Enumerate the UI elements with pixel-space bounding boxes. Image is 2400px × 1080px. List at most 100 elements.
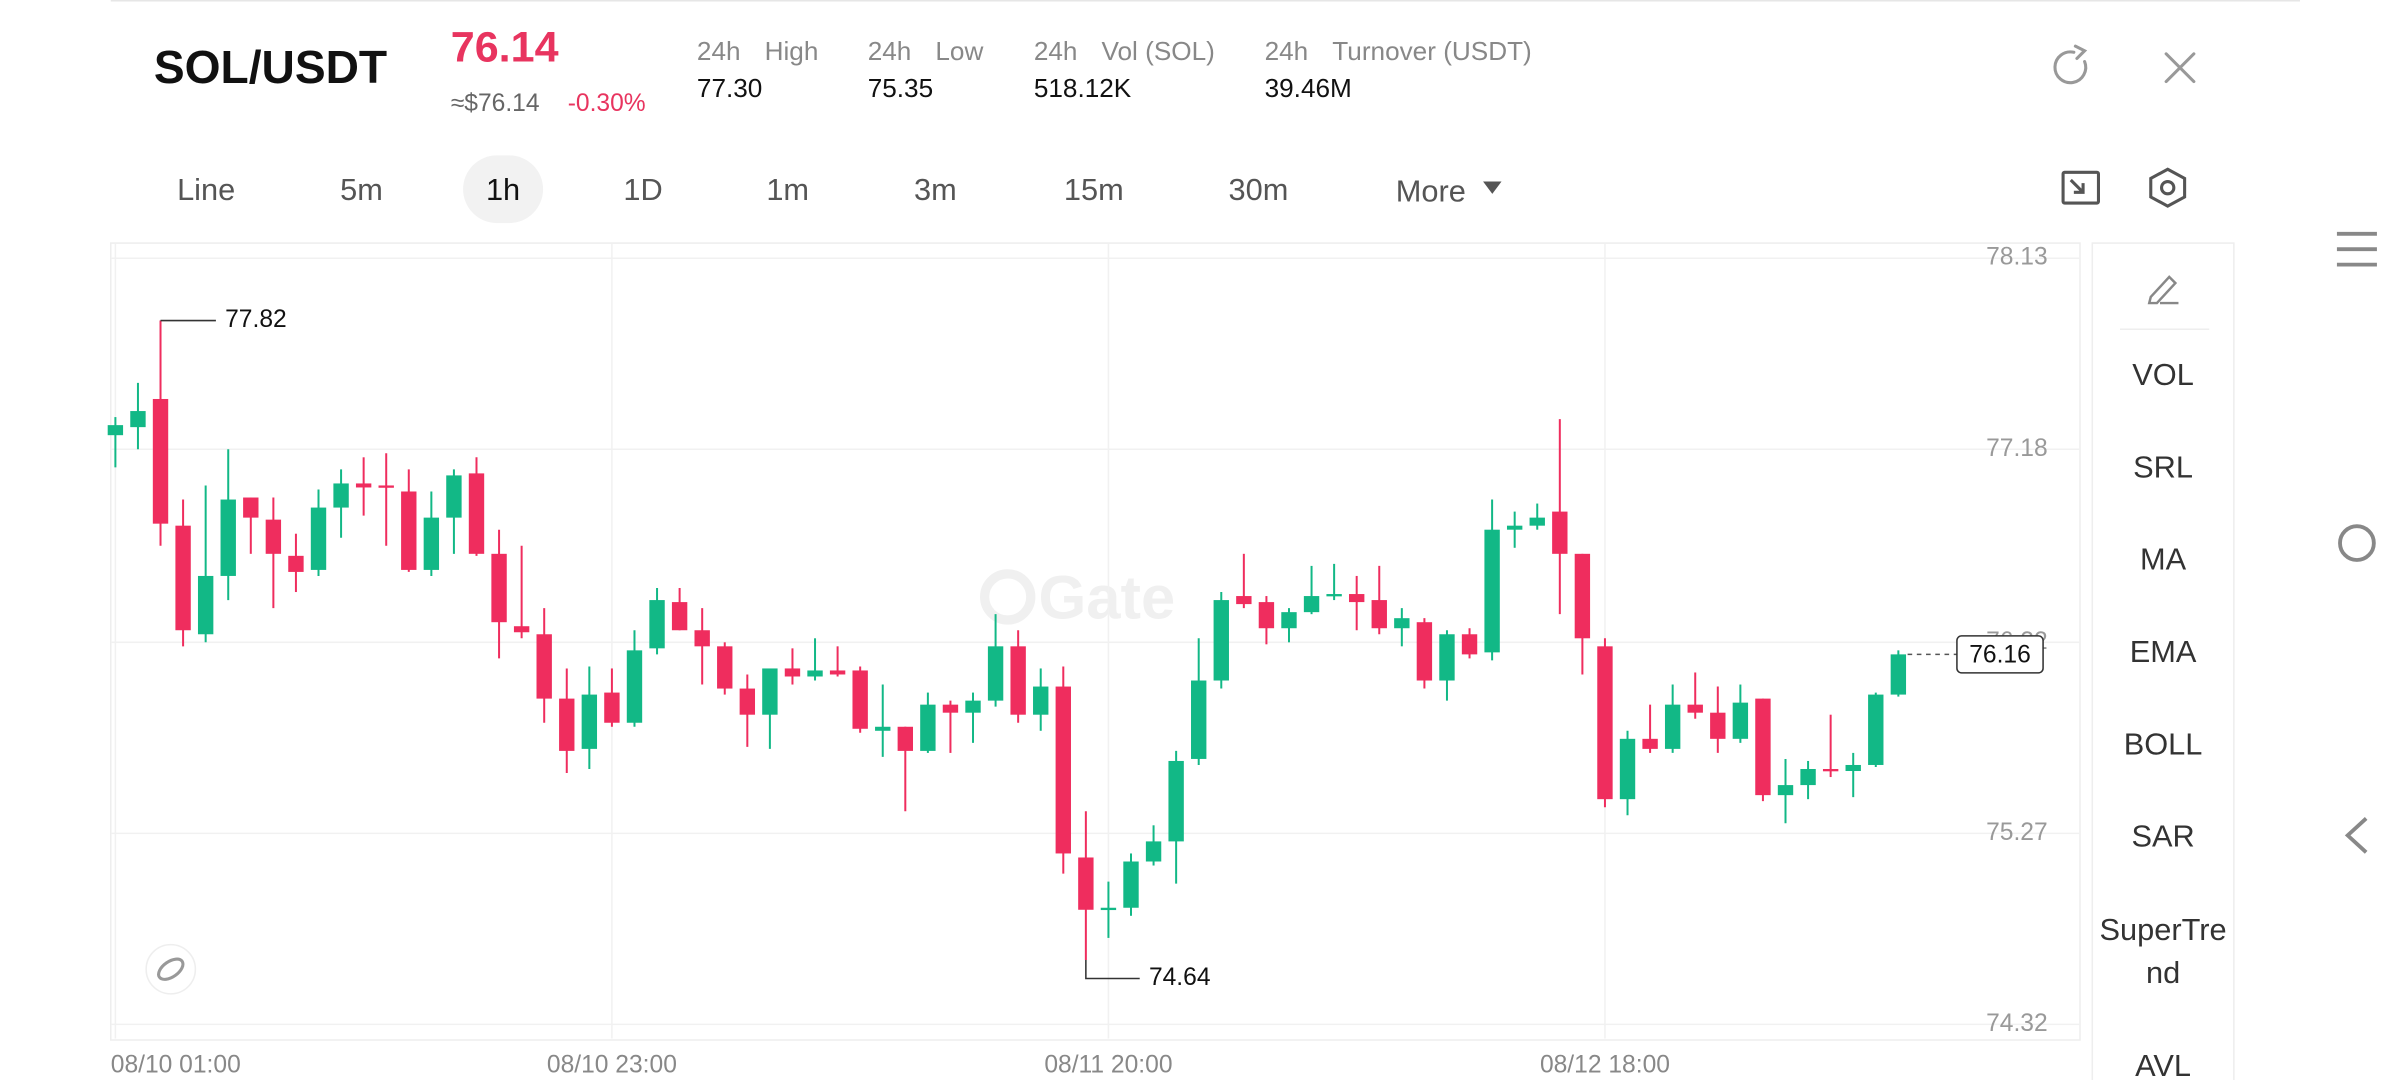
stat-value: 518.12K — [1034, 73, 1132, 103]
candle-body — [965, 700, 981, 713]
candle-body — [446, 475, 462, 518]
indicator[interactable]: SRL — [2133, 449, 2193, 484]
pair-name: SOL/USDT — [154, 41, 387, 93]
candle-body — [1033, 686, 1049, 715]
candle-body — [987, 646, 1004, 701]
home-button[interactable] — [2338, 524, 2376, 562]
candle-body — [1258, 602, 1275, 629]
tab[interactable]: 5m — [340, 172, 383, 207]
candle-body — [333, 483, 349, 508]
candle-body — [513, 626, 530, 633]
candle-body — [1845, 764, 1861, 772]
indicator[interactable]: SuperTrend — [2099, 913, 2227, 991]
tab[interactable]: 3m — [914, 172, 957, 207]
low-label: 74.64 — [1149, 964, 1211, 991]
indicator[interactable]: MA — [2140, 542, 2187, 577]
candle-body — [1145, 841, 1162, 862]
x-tick-label: 08/11 20:00 — [1044, 1051, 1172, 1078]
fullscreen-icon[interactable] — [2061, 170, 2100, 205]
candle-body — [852, 670, 868, 729]
candle-body — [897, 726, 913, 751]
candle-body — [649, 600, 665, 649]
last-price-label: 76.16 — [1969, 641, 2031, 668]
tab-selected[interactable]: 1h — [486, 172, 520, 207]
close-icon[interactable] — [2164, 52, 2196, 84]
candle-body — [1732, 702, 1749, 739]
tab[interactable]: 15m — [1064, 172, 1124, 207]
candle-body — [1123, 861, 1139, 908]
refresh-icon[interactable] — [2053, 44, 2088, 85]
tab[interactable]: Line — [177, 172, 235, 207]
y-tick-label: 77.18 — [1986, 435, 2048, 462]
candle-body — [1868, 694, 1884, 765]
more-caret — [1483, 181, 1502, 194]
candle-body — [197, 575, 214, 635]
menu-icon[interactable] — [2336, 231, 2377, 267]
indicator[interactable]: EMA — [2130, 634, 2197, 669]
tab[interactable]: 30m — [1229, 172, 1289, 207]
candle-body — [739, 688, 756, 715]
candle-body — [581, 694, 598, 749]
candle-body — [626, 650, 643, 723]
candle-body — [1010, 646, 1026, 715]
candle-body — [875, 726, 891, 731]
candle-body — [1777, 785, 1794, 796]
candle-body — [491, 553, 507, 623]
candle-body — [243, 497, 259, 518]
last-price: 76.14 — [451, 24, 559, 72]
tab-bar: Line 5m 1h 1D 1m 3m 15m 30m More — [177, 172, 1466, 209]
stat-label: Low — [935, 36, 983, 66]
indicator-list: VOL SRL MA EMA BOLL SAR SuperTrend AVL — [2099, 357, 2227, 1080]
price-change: -0.30% — [568, 90, 646, 117]
candle-body — [1664, 704, 1681, 749]
candle-body — [1168, 760, 1184, 842]
stat-value: 77.30 — [697, 73, 762, 103]
indicator[interactable]: BOLL — [2124, 726, 2203, 761]
stat-period: 24h — [868, 36, 912, 66]
candle-body — [1303, 596, 1320, 613]
watermark: Gate — [1038, 563, 1175, 632]
candle-body — [942, 704, 959, 713]
y-tick-label: 74.32 — [1986, 1010, 2048, 1037]
candle-body — [1890, 654, 1907, 695]
candle-body — [604, 692, 620, 723]
candle-body — [265, 519, 282, 554]
indicator-wrap: SuperTrend — [2099, 913, 2227, 991]
price-usd: ≈$76.14 — [451, 90, 540, 117]
candle-body — [423, 517, 440, 570]
y-tick-label: 78.13 — [1986, 244, 2048, 271]
candle-body — [1439, 634, 1455, 681]
candle-body — [355, 483, 372, 488]
stat-label: Turnover (USDT) — [1332, 36, 1531, 66]
x-tick-label: 08/10 23:00 — [547, 1051, 677, 1078]
candle-body — [536, 634, 552, 699]
stat-label: High — [765, 36, 819, 66]
candle-body — [468, 473, 485, 554]
settings-icon[interactable] — [2149, 167, 2187, 208]
indicator[interactable]: VOL — [2132, 357, 2194, 392]
back-button[interactable] — [2344, 817, 2368, 854]
draw-tool-icon[interactable] — [2147, 275, 2179, 305]
indicator[interactable]: AVL — [2135, 1048, 2191, 1080]
candle-body — [1800, 768, 1816, 786]
candle-body — [1552, 511, 1568, 554]
candle-body — [1710, 712, 1726, 739]
tab-more[interactable]: More — [1396, 174, 1466, 209]
candle-body — [694, 630, 710, 647]
candle-body — [1349, 594, 1365, 603]
selected-tab-bg — [463, 155, 544, 224]
candle-body — [1236, 596, 1252, 605]
indicator[interactable]: SAR — [2131, 819, 2194, 854]
candle-body — [1100, 907, 1117, 911]
stats: 24h High 77.30 24h Low 75.35 24h Vol (SO… — [697, 36, 1532, 103]
orbit-icon[interactable] — [145, 943, 197, 995]
candle-body — [559, 698, 575, 751]
tab[interactable]: 1m — [766, 172, 809, 207]
candle-body — [1506, 525, 1523, 530]
candle-body — [130, 411, 146, 428]
stat-period: 24h — [697, 36, 741, 66]
tab[interactable]: 1D — [623, 172, 662, 207]
